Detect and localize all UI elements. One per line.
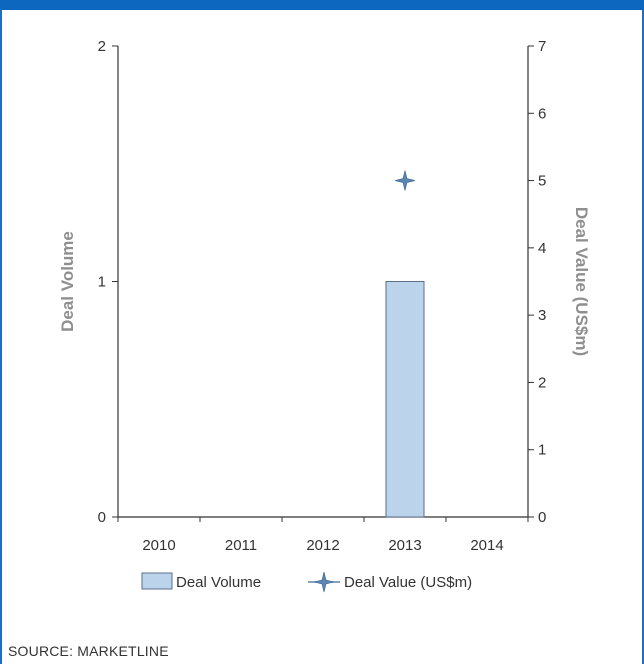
y-tick-label-right: 6 — [538, 105, 546, 122]
y-tick-label-left: 0 — [98, 509, 106, 526]
legend-label-volume: Deal Volume — [176, 574, 261, 591]
y-tick-label-right: 2 — [538, 374, 546, 391]
y-tick-label-right: 1 — [538, 442, 546, 459]
y-axis-title-right: Deal Value (US$m) — [572, 207, 591, 356]
y-tick-label-left: 1 — [98, 274, 106, 291]
x-tick-label: 2013 — [388, 537, 421, 554]
chart-marks — [385, 170, 425, 518]
y-axis-title-left: Deal Volume — [58, 231, 77, 332]
bar — [385, 281, 425, 518]
legend-label-value: Deal Value (US$m) — [344, 574, 472, 591]
chart-legend: Deal Volume Deal Value (US$m) — [141, 571, 472, 593]
source-note: SOURCE: MARKETLINE — [8, 643, 169, 659]
y-tick-label-right: 3 — [538, 307, 546, 324]
y-tick-label-right: 4 — [538, 240, 546, 257]
y-tick-label-right: 7 — [538, 38, 546, 55]
legend-swatch-volume — [141, 572, 173, 590]
x-tick-label: 2014 — [470, 537, 503, 554]
y-tick-label-left: 2 — [98, 38, 106, 55]
legend-marker-value — [313, 571, 335, 593]
x-tick-label: 2012 — [306, 537, 339, 554]
x-tick-label: 2011 — [225, 537, 257, 554]
data-point — [394, 170, 416, 191]
y-tick-label-right: 0 — [538, 509, 546, 526]
top-bar — [0, 0, 644, 10]
x-tick-label: 2010 — [142, 537, 175, 554]
y-tick-label-right: 5 — [538, 173, 546, 190]
